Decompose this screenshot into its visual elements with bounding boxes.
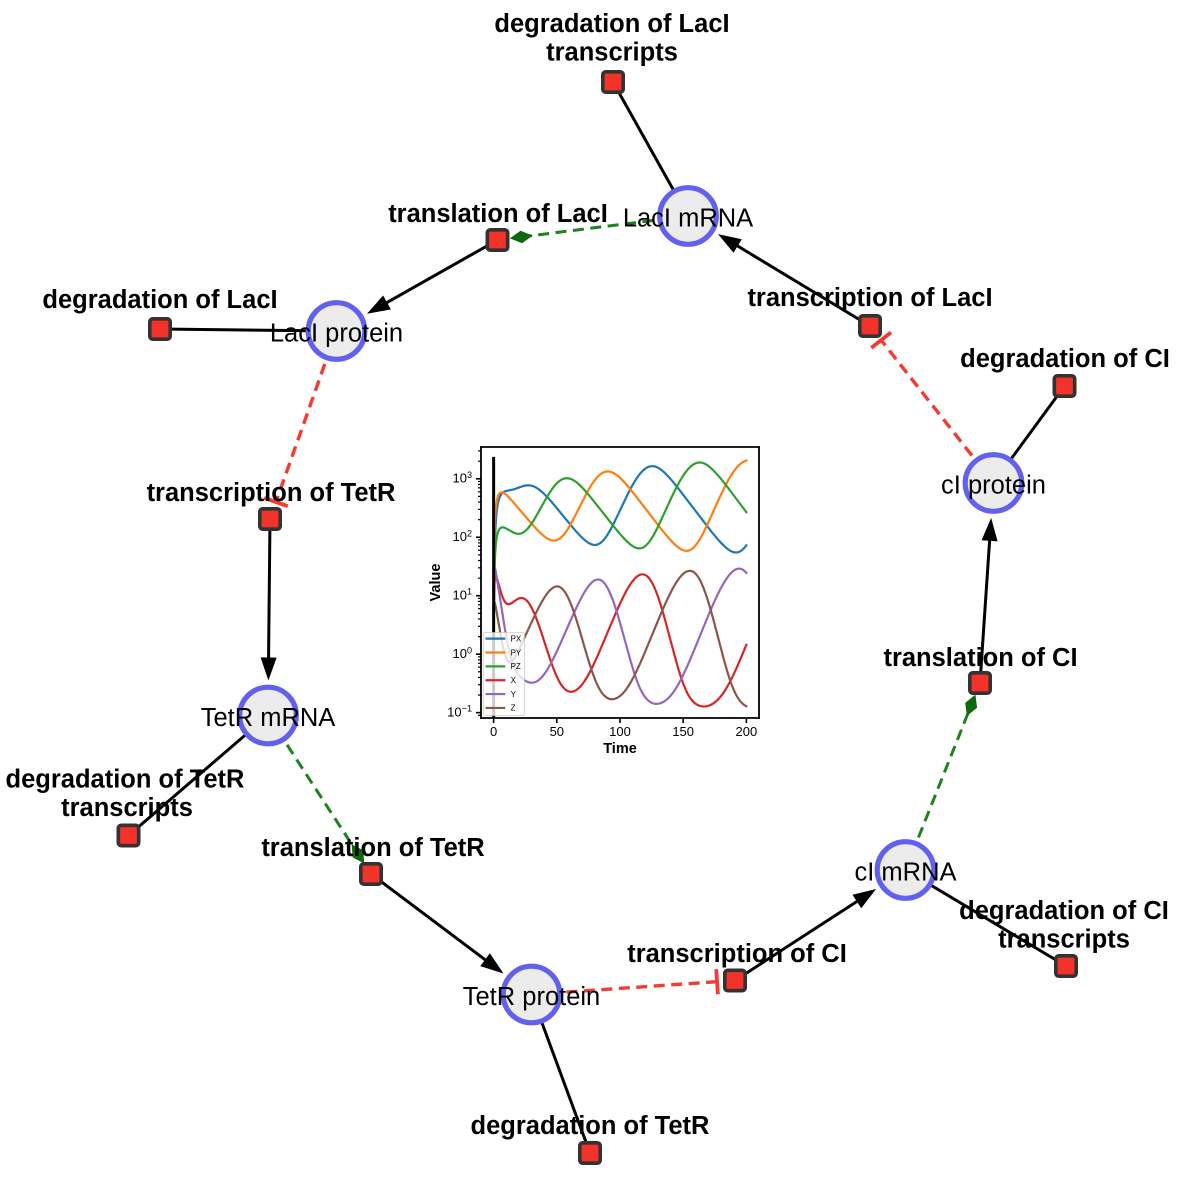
svg-text:LacI mRNA: LacI mRNA: [623, 204, 753, 232]
svg-text:transcripts: transcripts: [61, 794, 193, 822]
svg-text:degradation of TetR: degradation of TetR: [6, 766, 245, 794]
svg-text:degradation of TetR: degradation of TetR: [471, 1112, 710, 1140]
svg-text:cI mRNA: cI mRNA: [855, 858, 957, 886]
svg-text:TetR protein: TetR protein: [463, 983, 601, 1011]
svg-text:degradation of LacI: degradation of LacI: [42, 286, 277, 314]
svg-text:50: 50: [550, 724, 564, 739]
svg-text:transcription of LacI: transcription of LacI: [747, 284, 992, 312]
svg-text:translation of LacI: translation of LacI: [388, 200, 608, 228]
svg-text:X: X: [511, 676, 517, 685]
svg-text:PX: PX: [511, 634, 522, 643]
svg-text:1 0 1: 1 0 1: [452, 587, 472, 604]
svg-text:degradation of LacI: degradation of LacI: [494, 10, 729, 38]
svg-text:0: 0: [490, 724, 497, 739]
svg-text:Time: Time: [603, 741, 637, 757]
svg-text:transcription of TetR: transcription of TetR: [147, 479, 396, 507]
svg-text:1 0 −: 1 0 − 1: [447, 699, 472, 721]
svg-text:TetR mRNA: TetR mRNA: [201, 704, 336, 732]
svg-text:100: 100: [609, 724, 631, 739]
svg-text:transcription of CI: transcription of CI: [627, 940, 847, 968]
svg-text:degradation of CI: degradation of CI: [959, 897, 1169, 925]
svg-text:150: 150: [672, 724, 694, 739]
svg-text:translation of TetR: translation of TetR: [261, 834, 484, 862]
svg-text:PY: PY: [511, 648, 522, 657]
svg-text:Value: Value: [428, 564, 444, 602]
svg-text:1 0 3: 1 0 3: [452, 470, 472, 487]
svg-text:1 0 2: 1 0 2: [452, 528, 472, 545]
svg-text:transcripts: transcripts: [546, 39, 678, 67]
svg-text:Z: Z: [511, 704, 516, 713]
svg-text:200: 200: [736, 724, 758, 739]
svg-text:transcripts: transcripts: [998, 926, 1130, 954]
svg-text:cI protein: cI protein: [941, 471, 1046, 499]
svg-text:degradation of CI: degradation of CI: [960, 345, 1170, 373]
svg-text:translation of CI: translation of CI: [883, 644, 1077, 672]
svg-text:LacI protein: LacI protein: [270, 319, 403, 347]
svg-text:Y: Y: [511, 690, 517, 699]
svg-text:1 0 0: 1 0 0: [452, 645, 472, 662]
svg-text:PZ: PZ: [511, 662, 521, 671]
